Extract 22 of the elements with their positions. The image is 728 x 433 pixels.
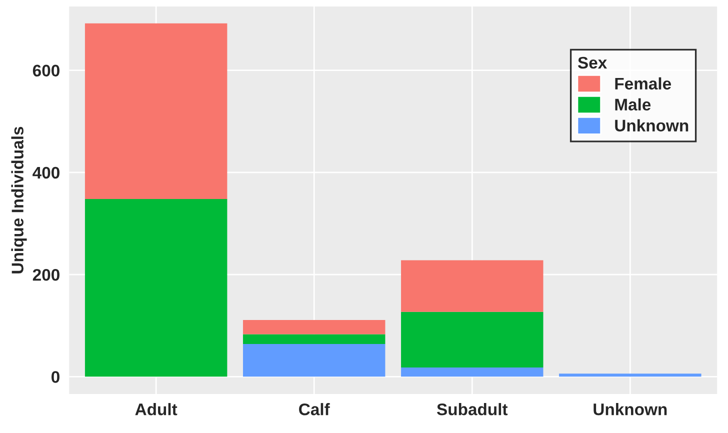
y-tick-label: 200 (32, 268, 60, 281)
bar (242, 320, 386, 334)
legend-label: Male (615, 98, 651, 111)
x-tick-label: Adult (135, 403, 178, 416)
bar (242, 334, 386, 344)
legend-title: Sex (578, 56, 607, 69)
y-tick-label: 0 (52, 371, 60, 383)
x-tick-label: Unknown (594, 403, 667, 416)
bar (84, 23, 228, 199)
bar (401, 260, 544, 312)
bar (84, 198, 228, 377)
bar (559, 374, 702, 377)
x-tick-label: Calf (299, 403, 330, 416)
legend-label: Unknown (615, 119, 688, 132)
y-tick-label: 400 (32, 166, 60, 179)
bar (401, 312, 544, 368)
bar (242, 344, 386, 377)
x-tick-label: Subadult (436, 403, 508, 416)
legend-label: Female (615, 77, 672, 90)
y-tick-label: 600 (32, 64, 60, 77)
bar (401, 367, 544, 377)
y-axis-title: Unique Individuals (11, 126, 27, 274)
